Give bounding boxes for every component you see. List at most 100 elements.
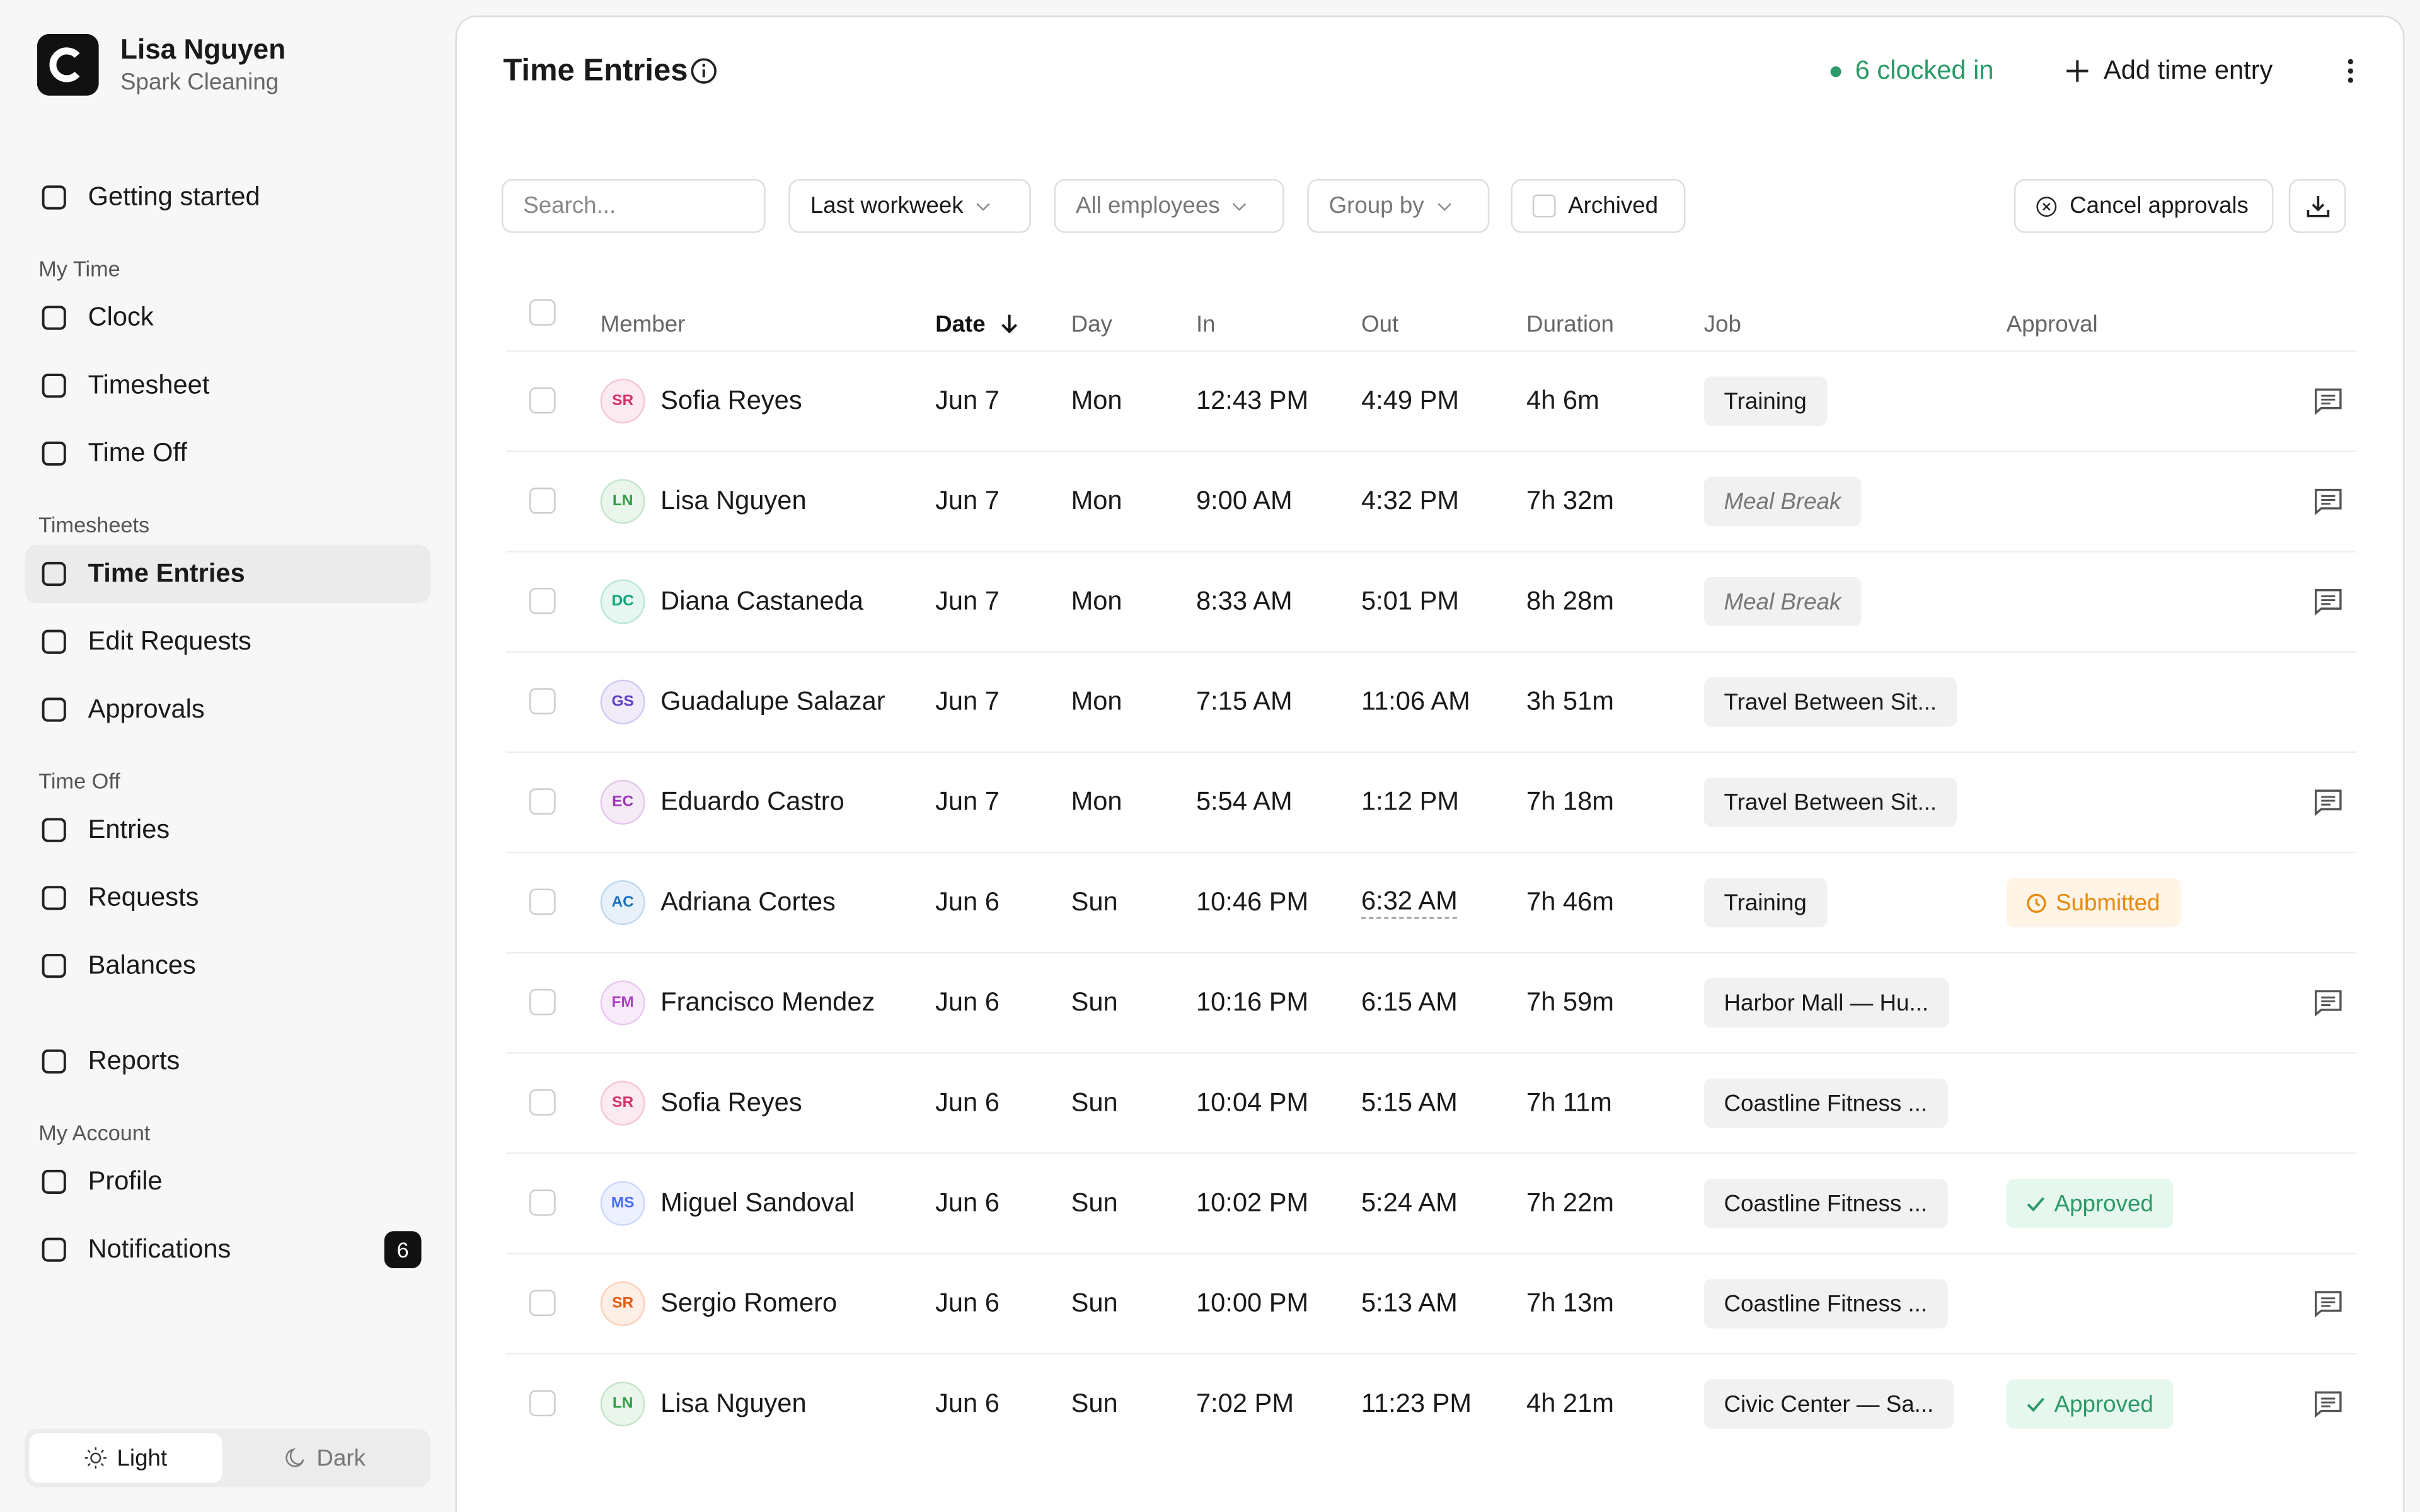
comment-icon[interactable] xyxy=(2313,1290,2343,1325)
add-time-entry[interactable]: Add time entry xyxy=(2065,55,2273,86)
comment-icon[interactable] xyxy=(2313,588,2343,623)
column-header[interactable]: Date xyxy=(935,312,1020,338)
row-checkbox[interactable] xyxy=(529,788,556,815)
member-name: Sergio Romero xyxy=(660,1288,838,1318)
logo xyxy=(37,33,99,96)
nav-item[interactable]: Reports xyxy=(25,1032,430,1091)
row-checkbox[interactable] xyxy=(529,988,556,1016)
nav-item[interactable]: Requests xyxy=(25,869,430,927)
comment-icon[interactable] xyxy=(2313,1390,2343,1426)
label: Out xyxy=(1361,311,1399,338)
nav-item[interactable]: Edit Requests xyxy=(25,612,430,671)
row-checkbox[interactable] xyxy=(529,1390,556,1417)
column-header[interactable]: In xyxy=(1196,312,1216,338)
nav-icon xyxy=(42,886,66,910)
cell-out: 6:15 AM xyxy=(1361,987,1458,1017)
cell-in: 12:43 PM xyxy=(1196,386,1309,415)
period-filter[interactable]: Last workweek xyxy=(788,179,1031,233)
avatar: SR xyxy=(600,379,645,424)
column-header[interactable]: Approval xyxy=(2007,312,2098,338)
row-checkbox[interactable] xyxy=(529,1089,556,1116)
row-checkbox[interactable] xyxy=(529,487,556,514)
more-menu[interactable] xyxy=(2343,57,2358,85)
nav-item[interactable]: Balances xyxy=(25,937,430,995)
row-checkbox[interactable] xyxy=(529,588,556,614)
cancel-approvals[interactable]: Cancel approvals xyxy=(2014,179,2274,233)
nav-item[interactable]: Approvals xyxy=(25,680,430,739)
nav-icon xyxy=(42,1169,66,1194)
theme-dark[interactable]: Dark xyxy=(228,1433,421,1482)
company-name: Spark Cleaning xyxy=(120,69,279,96)
member-name: Francisco Mendez xyxy=(660,987,875,1017)
comment-icon[interactable] xyxy=(2313,387,2343,423)
avatar: SR xyxy=(600,1080,645,1126)
nav-section: My Time Clock Timesheet Time Off xyxy=(0,248,455,483)
row-checkbox[interactable] xyxy=(529,1189,556,1216)
row-checkbox[interactable] xyxy=(529,1290,556,1316)
info-icon[interactable] xyxy=(690,57,718,85)
nav-item[interactable]: Time Entries xyxy=(25,544,431,604)
nav-label: Reports xyxy=(88,1046,180,1075)
comment-icon[interactable] xyxy=(2313,989,2343,1024)
comment-icon[interactable] xyxy=(2313,488,2343,523)
cell-in: 9:00 AM xyxy=(1196,486,1293,515)
nav-item[interactable]: Timesheet xyxy=(25,357,430,415)
nav-item[interactable]: Entries xyxy=(25,801,430,859)
row-checkbox[interactable] xyxy=(529,888,556,915)
nav-label: Edit Requests xyxy=(88,626,251,656)
nav-item[interactable]: Profile xyxy=(25,1152,430,1211)
group-by[interactable]: Group by xyxy=(1307,179,1490,233)
avatar: EC xyxy=(600,779,645,825)
cell-date: Jun 7 xyxy=(935,386,1000,415)
cell-duration: 7h 46m xyxy=(1526,887,1614,917)
column-header[interactable]: Member xyxy=(601,312,686,338)
select-all[interactable] xyxy=(529,299,556,326)
column-header[interactable]: Day xyxy=(1071,312,1112,338)
archived-toggle[interactable]: Archived xyxy=(1511,179,1686,233)
row-checkbox[interactable] xyxy=(529,387,556,414)
nav-icon xyxy=(42,818,66,842)
column-header[interactable]: Job xyxy=(1704,312,1741,338)
cell-out: 11:23 PM xyxy=(1361,1389,1472,1418)
nav-item[interactable]: Notifications 6 xyxy=(25,1220,430,1279)
member-name: Lisa Nguyen xyxy=(660,486,807,515)
member-name: Diana Castaneda xyxy=(660,586,863,616)
row-divider xyxy=(506,1353,2357,1355)
avatar: MS xyxy=(600,1181,645,1226)
column-header[interactable]: Duration xyxy=(1526,312,1614,338)
approval-status: Approved xyxy=(2006,1179,2174,1228)
nav-label: Time Off xyxy=(88,438,187,468)
nav-item[interactable]: Getting started xyxy=(25,168,430,227)
row-divider xyxy=(506,851,2357,854)
label: All employees xyxy=(1075,193,1220,219)
nav-section: Reports xyxy=(0,1032,455,1091)
nav-section: Time Off Entries Requests Balances xyxy=(0,760,455,995)
cell-in: 7:15 AM xyxy=(1196,686,1293,716)
cell-duration: 8h 28m xyxy=(1526,586,1614,616)
label: Group by xyxy=(1328,193,1424,219)
nav-label: Approvals xyxy=(88,694,205,724)
comment-icon[interactable] xyxy=(2313,788,2343,823)
clocked-in[interactable]: 6 clocked in xyxy=(1830,55,1994,86)
column-header[interactable]: Out xyxy=(1361,312,1398,338)
label: Duration xyxy=(1526,311,1614,338)
search[interactable]: Search... xyxy=(501,179,766,233)
label: Approved xyxy=(2054,1190,2153,1217)
row-divider xyxy=(506,952,2357,954)
job-tag: Civic Center — Sa... xyxy=(1703,1379,1954,1429)
theme-light[interactable]: Light xyxy=(29,1433,222,1483)
employee-filter[interactable]: All employees xyxy=(1054,179,1284,233)
nav-item[interactable]: Time Off xyxy=(25,424,430,483)
cell-duration: 7h 22m xyxy=(1526,1188,1614,1218)
member-name: Lisa Nguyen xyxy=(660,1389,807,1418)
cell-day: Mon xyxy=(1071,686,1122,716)
page-title: Time Entries xyxy=(503,54,688,88)
row-checkbox[interactable] xyxy=(529,688,556,714)
cell-duration: 4h 21m xyxy=(1526,1389,1614,1418)
cell-date: Jun 7 xyxy=(935,586,1000,616)
cell-day: Sun xyxy=(1071,1389,1118,1418)
download[interactable] xyxy=(2288,179,2346,233)
nav-item[interactable]: Clock xyxy=(25,289,430,347)
nav-label: Balances xyxy=(88,950,196,980)
cell-in: 10:16 PM xyxy=(1196,987,1309,1017)
